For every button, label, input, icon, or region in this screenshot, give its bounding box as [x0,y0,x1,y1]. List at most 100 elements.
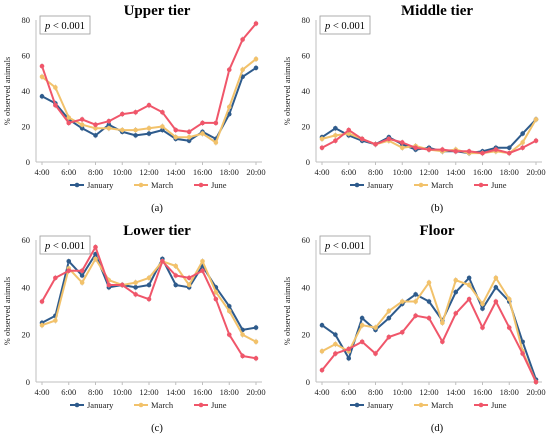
data-point [226,303,232,309]
annotation-text: p < 0.001 [44,241,85,252]
legend-entry: March [431,180,454,190]
data-point [53,102,58,108]
series-june [39,20,259,135]
x-tick-label: 6:00 [341,167,356,177]
data-point [39,299,45,304]
data-point [160,127,165,133]
data-point [119,111,125,117]
x-tick-label: 4:00 [34,387,49,397]
legend: January March June [350,400,507,410]
data-point [173,263,179,269]
p-value-annotation: p < 0.001 [319,15,371,35]
data-point [200,120,205,126]
chart-panel-4: Floor % observed animals 0 20 40 60 4:00 6:00 8:… [282,223,546,434]
data-point [106,122,112,128]
data-point [520,351,525,356]
x-tick-label: 16:00 [473,167,492,177]
annotation-text: p < 0.001 [44,21,85,32]
data-point [39,74,45,80]
data-point [506,145,512,151]
data-point [213,120,219,126]
data-point [319,145,325,151]
data-point [240,353,245,359]
data-point [346,346,352,352]
y-tick-label: 0 [306,157,310,167]
data-point [66,115,72,120]
y-tick-label: 20 [302,330,311,340]
y-tick-label: 40 [302,282,311,292]
data-point [480,301,485,307]
data-point [133,127,138,133]
data-point [133,285,138,290]
y-tick-label: 40 [22,86,31,96]
y-tick-label: 60 [22,235,31,245]
x-tick-label: 14:00 [166,387,185,397]
x-tick-label: 18:00 [500,167,519,177]
data-point [466,296,472,302]
data-point [480,325,485,330]
x-tick-label: 20:00 [526,387,545,397]
data-point [426,315,432,321]
chart-title: Lower tier [123,223,191,239]
data-point [506,296,512,302]
data-point [106,282,112,288]
data-point [186,129,192,135]
data-point [253,21,259,26]
legend-marker [418,182,424,188]
data-point [533,138,539,143]
data-point [226,67,232,72]
x-tick-label: 14:00 [446,167,465,177]
series-june [319,127,539,157]
x-tick-label: 8:00 [88,167,103,177]
data-point [453,311,459,316]
data-point [426,299,432,304]
chart-panel-3: Lower tier % observed animals 0 20 40 60 4:00 6… [2,223,266,434]
y-tick-label: 80 [22,15,31,25]
x-tick-label: 4:00 [314,167,329,177]
data-point [79,122,85,128]
data-point [53,318,58,323]
data-point [399,145,405,151]
data-point [453,277,459,283]
legend-entry: June [211,180,227,190]
data-point [39,322,45,328]
x-tick-label: 12:00 [419,387,438,397]
legend-marker [478,182,484,188]
data-point [93,122,98,128]
data-point [386,136,392,142]
data-point [480,306,485,311]
data-point [79,268,85,274]
data-point [66,259,72,264]
data-point [106,118,112,124]
x-tick-label: 16:00 [193,387,212,397]
data-point [506,325,512,330]
data-point [39,63,45,69]
legend-marker [138,182,144,188]
y-tick-label: 20 [302,122,311,132]
y-tick-label: 80 [302,15,311,25]
x-tick-label: 4:00 [34,167,49,177]
data-point [146,102,152,108]
data-point [413,292,418,297]
data-point [319,348,325,354]
series-january [39,251,259,333]
data-point [226,104,232,110]
data-point [133,292,138,297]
data-point [426,280,432,285]
data-point [373,325,378,330]
x-tick-label: 12:00 [419,167,438,177]
data-point [359,136,365,142]
chart-panel-1: Upper tier % observed animals 0 20 40 60 80 4:0… [2,3,266,214]
legend-marker [354,402,360,408]
chart-title: Upper tier [124,3,191,19]
data-point [66,120,72,126]
x-tick-label: 20:00 [246,387,265,397]
legend: January March June [70,180,227,190]
data-point [493,147,499,152]
y-tick-label: 0 [306,377,310,387]
legend-marker [138,402,144,408]
data-point [426,147,432,152]
data-point [133,133,138,138]
data-point [466,149,472,154]
data-point [493,299,499,304]
